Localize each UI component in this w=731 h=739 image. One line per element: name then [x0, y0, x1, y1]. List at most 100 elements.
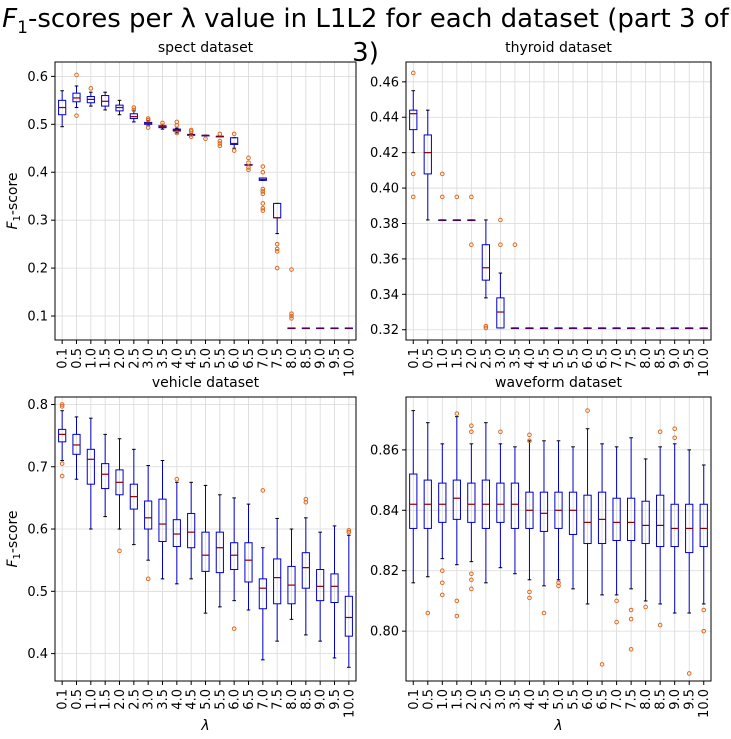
box-8.5 [301, 496, 310, 636]
x-tick-label: 5.0 [552, 348, 567, 369]
x-tick-label: 2.5 [127, 348, 142, 369]
x-tick-label: 3.5 [156, 689, 171, 710]
box-iqr [215, 531, 224, 574]
outlier-point [231, 131, 237, 137]
x-tick-label: 0.5 [70, 689, 85, 710]
box-1.5 [101, 91, 110, 111]
y-tick-label: 0.36 [370, 252, 399, 267]
x-tick-label: 2.5 [479, 689, 494, 710]
x-tick-label: 5.5 [567, 689, 582, 710]
outlier-point [260, 189, 266, 194]
box-4.0 [172, 119, 181, 136]
outlier-point [289, 267, 294, 272]
x-tick-label: 1.5 [450, 689, 465, 710]
x-tick-label: 3.5 [508, 689, 523, 710]
outlier-point [469, 571, 474, 577]
panel-title: thyroid dataset [505, 40, 612, 56]
box-iqr [172, 519, 181, 547]
box-iqr [201, 531, 210, 572]
outlier-point [174, 476, 180, 482]
x-tick-label: 2.0 [465, 348, 480, 369]
outlier-point [701, 628, 707, 634]
box-1.5 [101, 433, 110, 518]
outlier-point [469, 577, 474, 583]
x-tick-label: 7.0 [256, 689, 271, 710]
outlier-point [303, 499, 309, 505]
outlier-point [346, 527, 352, 533]
box-0.5 [72, 416, 81, 480]
box-6.0 [583, 327, 592, 330]
x-tick-label: 3.5 [156, 348, 171, 369]
box-3.5 [510, 446, 520, 575]
outlier-point [440, 171, 445, 177]
x-tick-label: 4.0 [170, 348, 185, 369]
x-tick-label: 0.1 [407, 348, 422, 369]
box-iqr [641, 500, 650, 545]
outlier-point [217, 141, 223, 146]
box-iqr [423, 134, 432, 175]
outlier-point [498, 242, 503, 248]
x-tick-label: 8.5 [299, 348, 314, 369]
x-tick-label: 7.0 [610, 348, 625, 369]
x-tick-label: 2.0 [113, 348, 128, 369]
box-iqr [539, 491, 549, 532]
box-7.5 [273, 202, 282, 271]
x-tick-label: 9.5 [328, 348, 343, 369]
box-3.0 [144, 116, 153, 130]
outlier-point [246, 160, 251, 165]
outlier-point [260, 201, 266, 206]
outlier-point [260, 191, 266, 197]
box-3.5 [158, 460, 167, 580]
box-8.5 [656, 429, 665, 628]
outlier-point [188, 127, 194, 133]
box-6.5 [244, 155, 253, 173]
outlier-point [289, 313, 294, 319]
outlier-point [541, 610, 547, 616]
x-tick-label: 7.5 [625, 348, 640, 369]
x-tick-label: 0.1 [56, 689, 71, 710]
x-tick-label: 4.0 [523, 689, 538, 710]
outlier-point [289, 311, 294, 316]
outlier-point [614, 619, 619, 625]
box-iqr [597, 491, 607, 545]
x-tick-label: 8.0 [285, 348, 300, 369]
box-0.5 [423, 109, 432, 221]
outlier-point [131, 107, 137, 113]
x-tick-label: 3.5 [508, 348, 523, 369]
box-iqr [568, 491, 578, 535]
box-8.5 [301, 327, 310, 330]
x-tick-label: 8.5 [299, 689, 314, 710]
outlier-point [643, 604, 648, 610]
box-iqr [101, 463, 110, 490]
outlier-point [440, 592, 445, 598]
outlier-point [117, 548, 122, 554]
box-6.5 [597, 443, 607, 667]
box-9.5 [685, 327, 694, 330]
outlier-point [527, 595, 532, 601]
x-tick-label: 6.0 [228, 348, 243, 369]
box-iqr [452, 479, 461, 520]
box-7.0 [258, 164, 267, 213]
outlier-point [217, 143, 223, 149]
box-10.0 [699, 464, 708, 634]
box-6.0 [583, 408, 592, 605]
figure-title-suffix: -scores per λ value in L1L2 for each dat… [27, 4, 729, 69]
box-4.5 [539, 327, 549, 330]
y-tick-label: 0.82 [370, 564, 399, 579]
box-6.5 [244, 503, 253, 611]
x-tick-label: 7.0 [610, 689, 625, 710]
box-iqr [438, 482, 447, 523]
outlier-point [454, 598, 460, 604]
outlier-point [246, 167, 251, 173]
x-tick-label: 0.1 [56, 348, 71, 369]
outlier-point [425, 610, 431, 616]
box-2.0 [115, 438, 124, 554]
outlier-point [483, 323, 489, 329]
outlier-point [260, 169, 266, 175]
box-9.5 [330, 525, 339, 659]
outlier-point [527, 432, 532, 438]
outlier-point [145, 116, 151, 121]
box-iqr [583, 494, 592, 545]
outlier-point [274, 246, 280, 252]
chart-panel-2: 0.320.340.360.380.400.420.440.460.1 0.5 1.… [370, 40, 712, 377]
